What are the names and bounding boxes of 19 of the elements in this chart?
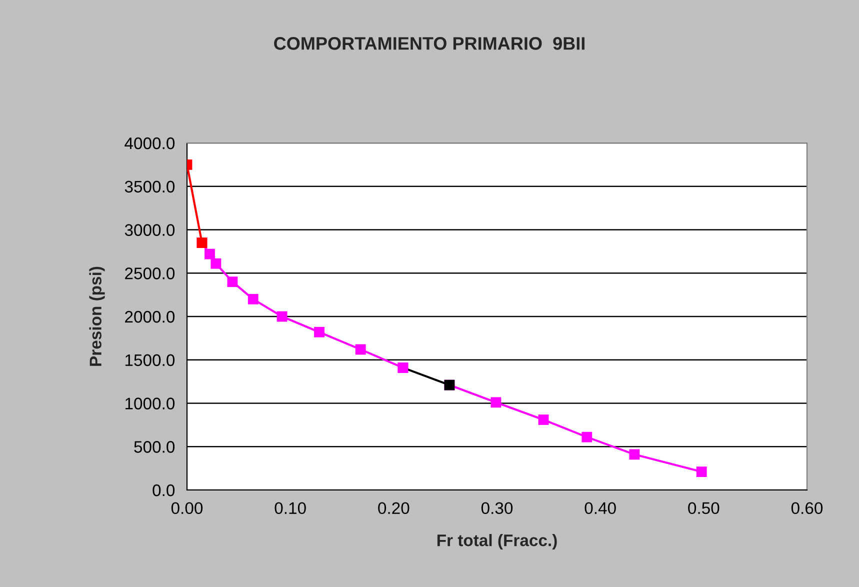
- chart-title: COMPORTAMIENTO PRIMARIO 9BII: [274, 37, 584, 50]
- y-tick-label: 4000.0: [124, 137, 175, 150]
- x-tick-label: 0.30: [481, 502, 513, 514]
- x-tick-label: 0.10: [274, 502, 306, 514]
- y-tick-label: 3500.0: [124, 180, 175, 193]
- y-tick-label: 1500.0: [125, 354, 175, 366]
- y-tick-label: 3000.0: [124, 224, 175, 236]
- y-tick-label: 2000.0: [125, 310, 175, 323]
- y-axis-title: Presion (psi): [89, 266, 105, 366]
- x-tick-label: 0.50: [688, 502, 720, 514]
- y-tick-label: 500.0: [134, 441, 175, 453]
- x-tick-label: 0.00: [171, 502, 203, 514]
- x-tick-label: 0.20: [378, 502, 410, 514]
- x-tick-label: 0.60: [791, 502, 823, 514]
- y-tick-label: 2500.0: [125, 268, 175, 280]
- x-axis-title: Fr total (Fracc.): [437, 534, 557, 550]
- y-tick-label: 1000.0: [125, 398, 175, 410]
- x-tick-label: 0.40: [584, 502, 616, 514]
- y-tick-label: 0.0: [152, 484, 175, 496]
